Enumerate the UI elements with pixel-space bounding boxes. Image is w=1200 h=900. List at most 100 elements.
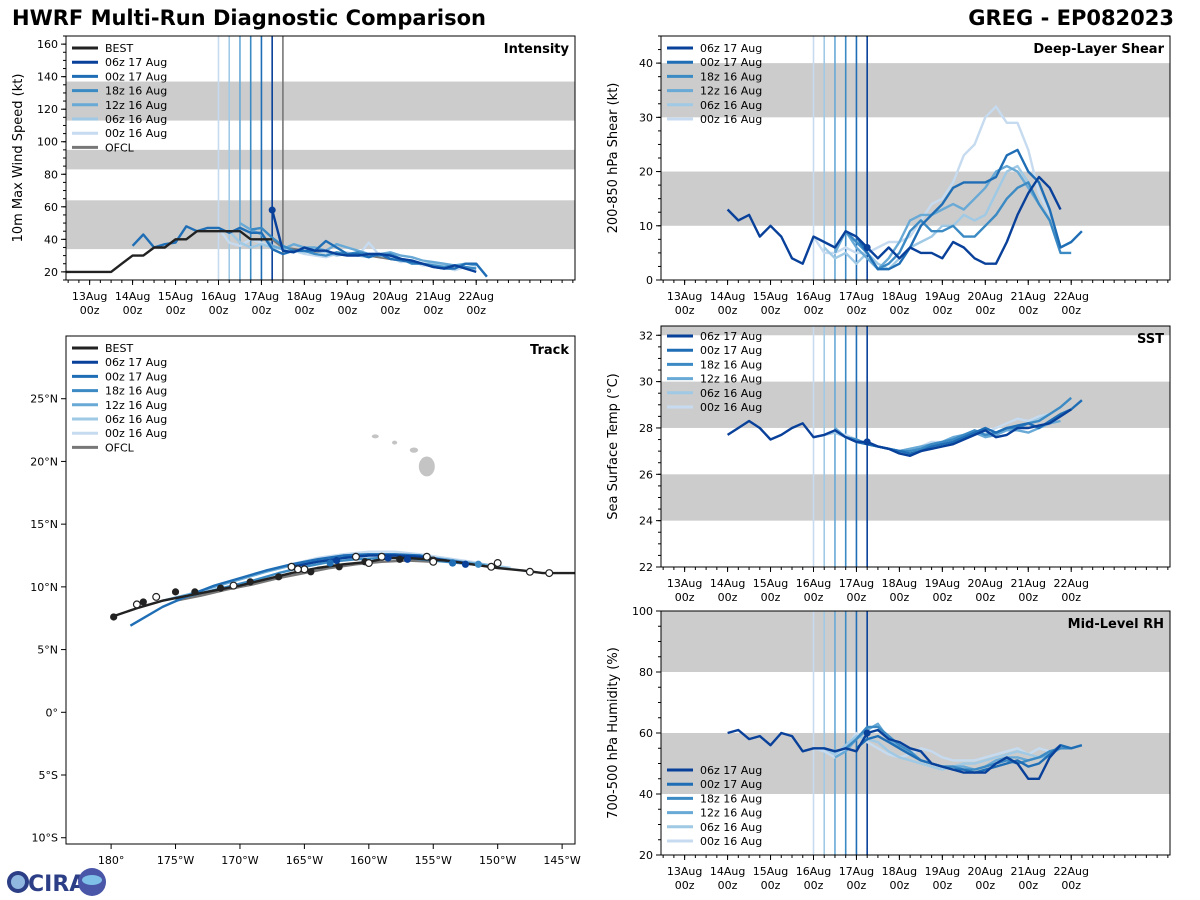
axes-frame [660,325,1171,568]
y-tick-label: 40 [639,57,653,70]
track-point-hollow [525,567,534,576]
legend-label: 12z 16 Aug [700,807,762,820]
track-point-filled [396,555,404,563]
y-tick-label: 22 [639,561,653,574]
series-line [823,734,1050,771]
x-tick-label: 00z [975,591,995,604]
legend-label: 00z 16 Aug [105,127,167,140]
series-marker [863,729,871,737]
y-tick-label: 26 [639,468,653,481]
legend-label: 00z 17 Aug [105,70,167,83]
x-tick-label: 00z [675,879,695,892]
sst-chart: 22242628303213Aug00z14Aug00z15Aug00z16Au… [606,325,1171,604]
y-tick-label: 28 [639,422,653,435]
track-point-hollow [364,559,373,568]
plot-area [661,36,1170,280]
y-tick-label: 40 [639,788,653,801]
y-tick-label: 20 [639,166,653,179]
y-tick-label: 0 [646,274,653,287]
x-tick-label: 17Aug [839,865,874,878]
shear-chart: 01020304013Aug00z14Aug00z15Aug00z16Aug00… [606,35,1171,317]
x-tick-label: 16Aug [796,577,831,590]
track-point-filled [217,584,225,592]
lon-tick-label: 150°W [479,854,516,867]
legend-label: 00z 16 Aug [700,835,762,848]
y-tick-label: 80 [44,168,58,181]
y-axis-label: Sea Surface Temp (°C) [606,373,621,520]
x-tick-label: 00z [847,879,867,892]
x-tick-label: 00z [1061,304,1081,317]
x-tick-label: 15Aug [753,865,788,878]
legend-label: 06z 17 Aug [105,356,167,369]
legend-label: 00z 17 Aug [700,778,762,791]
x-tick-label: 00z [975,304,995,317]
x-tick-label: 00z [466,304,486,317]
x-tick-label: 00z [847,591,867,604]
x-tick-label: 15Aug [753,290,788,303]
track-point-filled [335,563,343,571]
x-tick-label: 19Aug [925,290,960,303]
map-area [110,434,575,627]
intensity-chart: 2040608010012014016013Aug00z14Aug00z15Au… [11,35,576,317]
track-point-hollow [429,557,438,566]
x-tick-label: 21Aug [416,290,451,303]
legend-label: 06z 16 Aug [700,387,762,400]
lat-tick-label: 25°N [30,393,58,406]
legend-label: 12z 16 Aug [700,85,762,98]
x-tick-label: 20Aug [968,577,1003,590]
series-marker [863,243,871,251]
x-tick-label: 00z [166,304,186,317]
legend-label: OFCL [105,141,135,154]
x-tick-label: 17Aug [839,290,874,303]
track-point-filled [326,559,334,567]
legend-label: 06z 17 Aug [700,42,762,55]
island-shape [392,440,398,445]
y-axis-label: 200-850 hPa Shear (kt) [606,83,621,234]
series-line [239,222,477,267]
lon-tick-label: 165°W [286,854,323,867]
track-point-filled [384,554,392,562]
x-tick-label: 00z [123,304,143,317]
y-axis-label: 10m Max Wind Speed (kt) [11,74,26,243]
x-tick-label: 00z [337,304,357,317]
series-line [250,226,477,270]
x-tick-label: 00z [80,304,100,317]
track-point-filled [461,560,470,568]
lat-tick-label: 5°S [39,769,58,782]
legend-label: 12z 16 Aug [105,99,167,112]
chart-title: Mid-Level RH [1068,617,1164,632]
storm-title: GREG - EP082023 [968,6,1174,30]
x-tick-label: 13Aug [667,577,702,590]
lat-tick-label: 0° [46,706,59,719]
legend-label: 00z 17 Aug [700,344,762,357]
x-tick-label: 00z [675,591,695,604]
y-tick-label: 140 [37,71,58,84]
x-tick-label: 20Aug [373,290,408,303]
x-tick-label: 00z [804,304,824,317]
rh-chart: 2040608010013Aug00z14Aug00z15Aug00z16Aug… [606,605,1171,892]
track-point-filled [307,568,315,576]
track-map: 10°S 5°S 0° 5°N 10°N 15°N 20°N 25°N 180° 175°W 170… [30,335,581,867]
threshold-band [661,381,1170,428]
series-marker [268,206,276,214]
lon-tick-label: 180° [98,854,125,867]
x-tick-label: 00z [1018,304,1038,317]
legend-label: 06z 16 Aug [700,99,762,112]
threshold-band [661,474,1170,521]
island-shape [409,447,419,453]
y-tick-label: 30 [639,111,653,124]
track-point-filled [448,559,457,567]
x-tick-label: 18Aug [882,865,917,878]
legend-label: 18z 16 Aug [700,358,762,371]
track-point-hollow [493,559,502,568]
x-tick-label: 00z [804,591,824,604]
lat-tick-label: 15°N [30,518,58,531]
x-tick-label: 19Aug [925,577,960,590]
y-tick-label: 60 [639,727,653,740]
legend-label: 00z 17 Aug [105,370,167,383]
logo-text: CIRA [28,872,86,897]
x-tick-label: 18Aug [287,290,322,303]
x-tick-label: 19Aug [330,290,365,303]
y-axis-label: 700-500 hPa Humidity (%) [606,647,621,819]
